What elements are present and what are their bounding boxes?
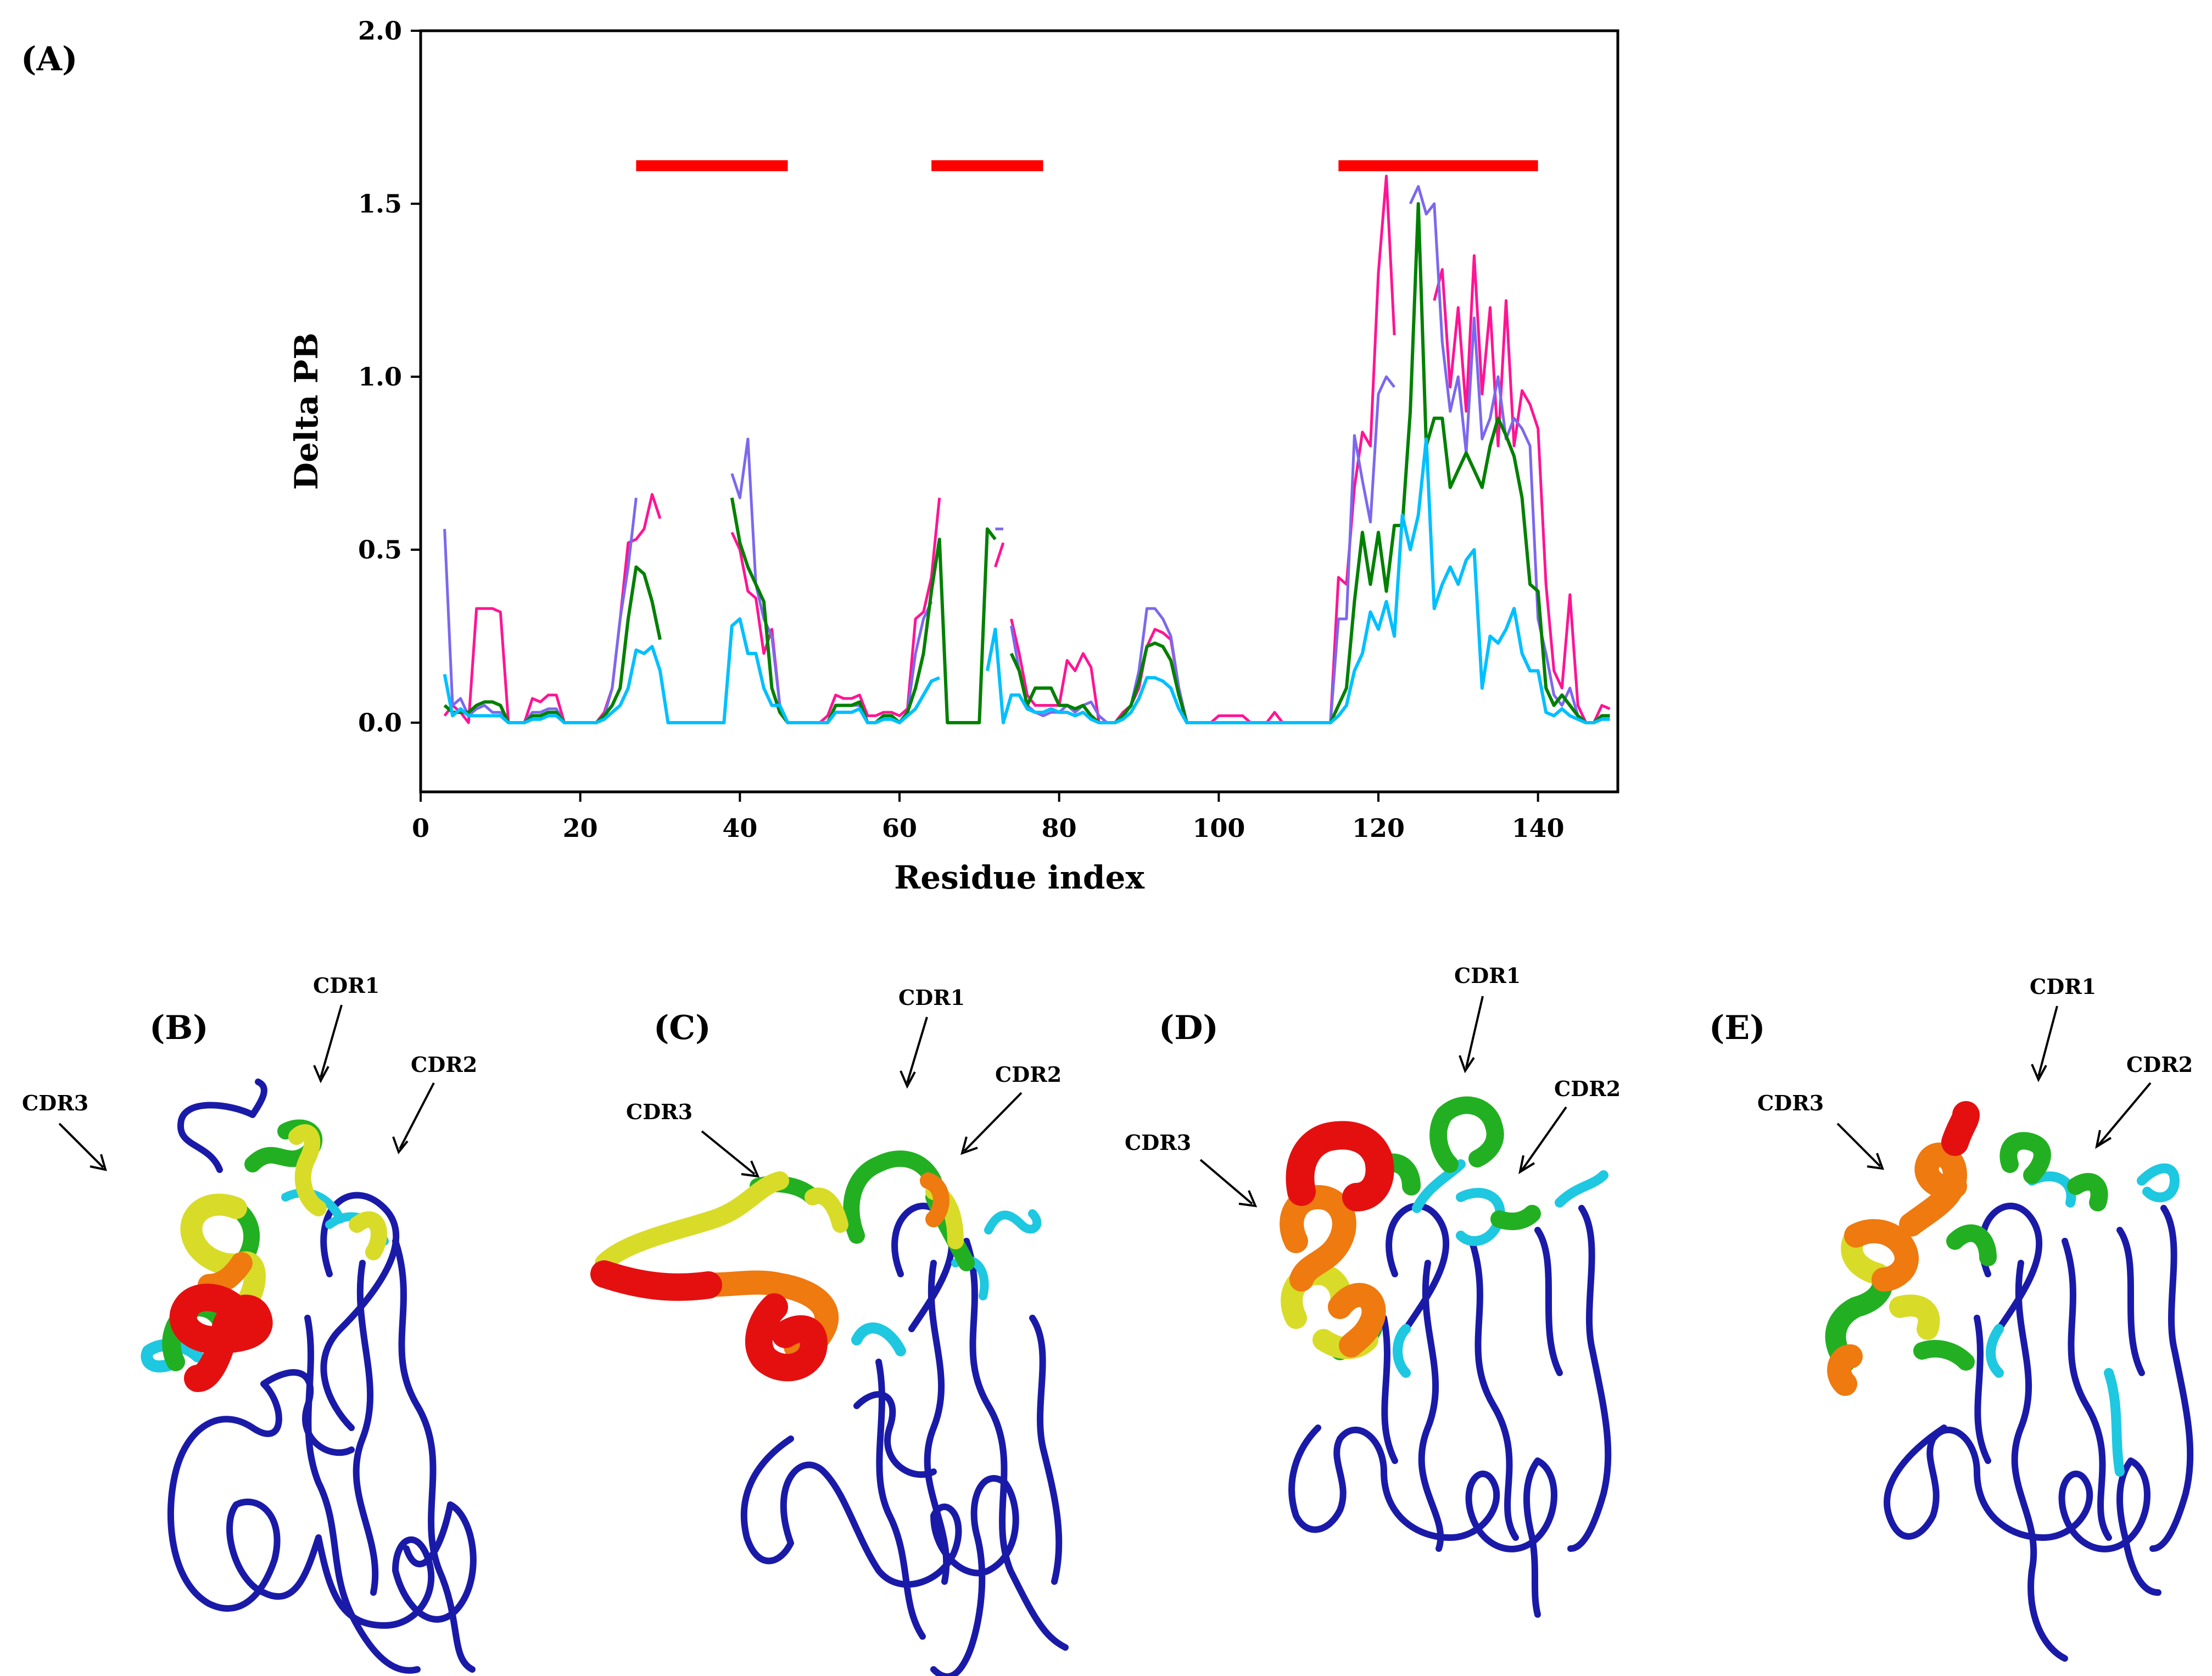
panel-label-a: (A): [21, 40, 77, 79]
series-1-segment-5: [1433, 254, 1611, 724]
cdr1-label-b: CDR1: [313, 973, 379, 998]
x-tick-label: 40: [722, 813, 757, 843]
series-3-segment-1: [443, 565, 662, 724]
cdr3-label-d: CDR3: [1125, 1130, 1191, 1155]
y-tick-label: 0.5: [358, 535, 402, 565]
panel-label-d: (D): [1159, 1009, 1219, 1047]
cdr1-label-d: CDR1: [1454, 963, 1521, 988]
series-1-segment-1: [443, 493, 662, 724]
series-2-segment-4: [1010, 375, 1396, 724]
series-2-segment-1: [443, 498, 638, 724]
x-tick-label: 140: [1512, 813, 1565, 843]
structure-panel-d: (D) CDR1 CDR2 CDR3: [1125, 963, 1621, 1618]
protein-structure-d: [1280, 1096, 1612, 1618]
panel-label-b: (B): [149, 1009, 209, 1047]
cdr2-label-e: CDR2: [2126, 1052, 2193, 1077]
structure-panel-e: (E) CDR1 CDR2 CDR3: [1709, 974, 2194, 1662]
cdr3-label-e: CDR3: [1757, 1091, 1824, 1115]
panel-label-e: (E): [1709, 1009, 1766, 1047]
cdr1-label-c: CDR1: [898, 985, 965, 1010]
delta-pb-chart: 0 20 40 60 80 100 120 140 0.0 0.5 1.0 1.5 2.0 Resid…: [288, 16, 1619, 896]
y-tick-label: 0.0: [358, 708, 402, 738]
x-tick-label: 120: [1352, 813, 1405, 843]
series-2-segment-5: [1409, 185, 1610, 724]
x-axis-label: Residue index: [894, 859, 1144, 896]
series-lines: [443, 175, 1611, 724]
x-tick-label: 0: [412, 813, 429, 843]
cdr2-label-b: CDR2: [411, 1052, 477, 1077]
y-axis-label: Delta PB: [288, 333, 325, 490]
arrows-e: [1836, 1005, 2152, 1170]
cdr3-label-c: CDR3: [626, 1099, 692, 1124]
cdr2-label-c: CDR2: [995, 1062, 1062, 1087]
series-1-segment-3: [994, 542, 1005, 568]
protein-structure-e: [1825, 1101, 2194, 1662]
y-axis-ticks: 0.0 0.5 1.0 1.5 2.0: [358, 16, 421, 738]
cdr2-label-d: CDR2: [1554, 1076, 1621, 1101]
x-tick-label: 60: [882, 813, 917, 843]
panel-label-c: (C): [653, 1009, 711, 1047]
plot-frame: [419, 29, 1619, 794]
protein-structure-b: [141, 1079, 477, 1674]
structure-panel-b: (B) CDR1 CDR2 CDR3: [22, 973, 477, 1674]
x-axis-ticks: 0 20 40 60 80 100 120 140: [412, 792, 1565, 843]
cdr3-label-b: CDR3: [22, 1091, 88, 1115]
arrows-d: [1199, 996, 1567, 1208]
protein-structure-c: [590, 1150, 1069, 1676]
y-tick-label: 1.5: [358, 189, 402, 219]
structure-panel-c: (C) CDR1 CDR2 CDR3: [590, 985, 1069, 1676]
series-4-segment-2: [985, 437, 1610, 724]
arrows-c: [701, 1016, 1023, 1178]
arrows-b: [58, 1004, 435, 1171]
y-tick-label: 1.0: [358, 362, 402, 392]
y-tick-label: 2.0: [358, 16, 402, 46]
series-4-segment-1: [443, 617, 940, 724]
x-tick-label: 20: [563, 813, 598, 843]
series-3-segment-2: [730, 497, 997, 724]
x-tick-label: 100: [1192, 813, 1245, 843]
cdr1-label-e: CDR1: [2030, 974, 2096, 999]
x-tick-label: 80: [1042, 813, 1077, 843]
